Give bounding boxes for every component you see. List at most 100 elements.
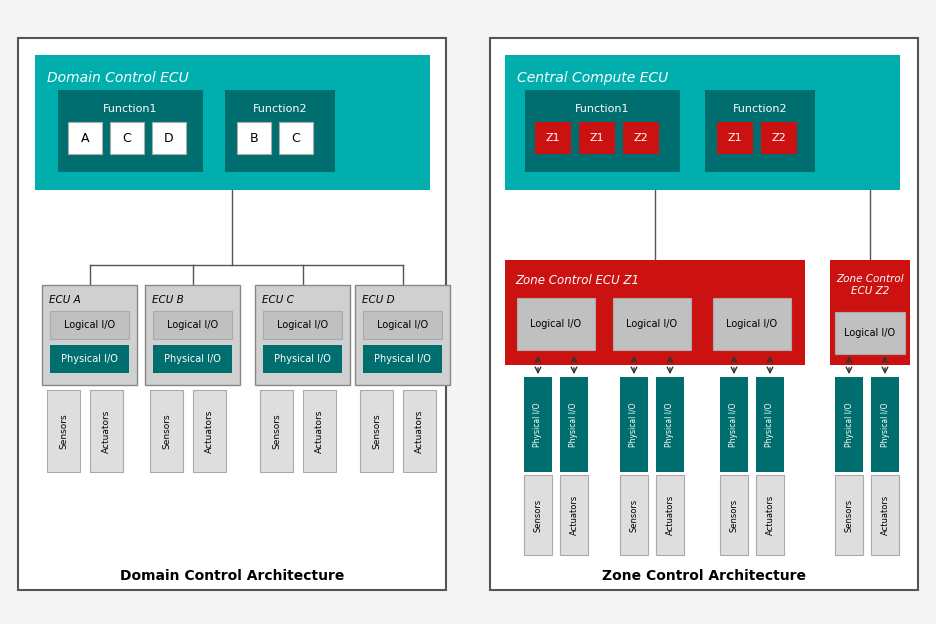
- Text: Sensors: Sensors: [372, 413, 381, 449]
- Text: Logical I/O: Logical I/O: [167, 320, 218, 330]
- Bar: [756, 377, 784, 472]
- Text: Central Compute ECU: Central Compute ECU: [517, 71, 668, 85]
- Text: Sensors: Sensors: [729, 499, 739, 532]
- Text: Physical I/O: Physical I/O: [569, 402, 578, 447]
- Bar: [620, 377, 648, 472]
- Bar: [620, 475, 648, 555]
- Bar: [720, 475, 748, 555]
- Bar: [18, 38, 446, 590]
- Bar: [830, 260, 910, 365]
- Bar: [237, 122, 271, 154]
- Bar: [355, 285, 450, 385]
- Text: Zone Control ECU Z1: Zone Control ECU Z1: [515, 274, 639, 287]
- Text: ECU D: ECU D: [362, 295, 395, 305]
- Bar: [505, 55, 900, 190]
- Bar: [50, 345, 129, 373]
- Bar: [835, 377, 863, 472]
- Text: Logical I/O: Logical I/O: [277, 320, 328, 330]
- Bar: [871, 475, 899, 555]
- Text: Actuators: Actuators: [569, 495, 578, 535]
- Bar: [279, 122, 313, 154]
- Bar: [225, 90, 335, 172]
- Text: Logical I/O: Logical I/O: [64, 320, 115, 330]
- Text: Function2: Function2: [253, 104, 307, 114]
- Text: Zone Control Architecture: Zone Control Architecture: [602, 569, 806, 583]
- Bar: [153, 311, 232, 339]
- Text: Sensors: Sensors: [844, 499, 854, 532]
- Text: Actuators: Actuators: [881, 495, 889, 535]
- Text: Physical I/O: Physical I/O: [61, 354, 118, 364]
- Bar: [68, 122, 102, 154]
- Text: Z2: Z2: [771, 133, 786, 143]
- Text: Z1: Z1: [727, 133, 742, 143]
- Bar: [525, 90, 680, 172]
- Text: Logical I/O: Logical I/O: [531, 319, 581, 329]
- Bar: [705, 90, 815, 172]
- Text: Sensors: Sensors: [272, 413, 281, 449]
- Text: Physical I/O: Physical I/O: [534, 402, 543, 447]
- Text: Physical I/O: Physical I/O: [274, 354, 331, 364]
- Text: Z2: Z2: [634, 133, 649, 143]
- Bar: [35, 55, 430, 190]
- Text: Domain Control ECU: Domain Control ECU: [47, 71, 189, 85]
- Text: Physical I/O: Physical I/O: [881, 402, 889, 447]
- Text: Domain Control Architecture: Domain Control Architecture: [120, 569, 344, 583]
- Bar: [58, 90, 203, 172]
- Bar: [193, 390, 226, 472]
- Bar: [403, 390, 436, 472]
- Bar: [761, 122, 797, 154]
- Bar: [560, 475, 588, 555]
- Bar: [490, 38, 918, 590]
- Bar: [363, 345, 442, 373]
- Text: C: C: [123, 132, 131, 145]
- Bar: [153, 345, 232, 373]
- Text: Physical I/O: Physical I/O: [729, 402, 739, 447]
- Bar: [360, 390, 393, 472]
- Bar: [90, 390, 123, 472]
- Text: Physical I/O: Physical I/O: [164, 354, 221, 364]
- Text: D: D: [164, 132, 174, 145]
- Text: Logical I/O: Logical I/O: [377, 320, 428, 330]
- Text: Actuators: Actuators: [315, 409, 324, 452]
- Bar: [260, 390, 293, 472]
- Text: Logical I/O: Logical I/O: [844, 328, 896, 338]
- Bar: [656, 475, 684, 555]
- Bar: [145, 285, 240, 385]
- Text: Z1: Z1: [546, 133, 561, 143]
- Text: Physical I/O: Physical I/O: [766, 402, 774, 447]
- Text: Sensors: Sensors: [534, 499, 543, 532]
- Bar: [524, 475, 552, 555]
- Text: Physical I/O: Physical I/O: [844, 402, 854, 447]
- Bar: [524, 377, 552, 472]
- Text: B: B: [250, 132, 258, 145]
- Bar: [656, 377, 684, 472]
- Text: Physical I/O: Physical I/O: [374, 354, 431, 364]
- Text: Actuators: Actuators: [205, 409, 214, 452]
- Text: Sensors: Sensors: [630, 499, 638, 532]
- Bar: [303, 390, 336, 472]
- Text: Actuators: Actuators: [415, 409, 424, 452]
- Text: Physical I/O: Physical I/O: [665, 402, 675, 447]
- Text: Actuators: Actuators: [766, 495, 774, 535]
- Bar: [505, 260, 805, 365]
- Text: Sensors: Sensors: [162, 413, 171, 449]
- Bar: [720, 377, 748, 472]
- Text: Function2: Function2: [733, 104, 787, 114]
- Bar: [47, 390, 80, 472]
- Bar: [110, 122, 144, 154]
- Bar: [363, 311, 442, 339]
- Bar: [835, 312, 905, 354]
- Bar: [535, 122, 571, 154]
- Bar: [150, 390, 183, 472]
- Bar: [871, 377, 899, 472]
- Text: ECU C: ECU C: [262, 295, 294, 305]
- Bar: [835, 475, 863, 555]
- Bar: [613, 298, 691, 350]
- Text: A: A: [80, 132, 89, 145]
- Bar: [713, 298, 791, 350]
- Text: Function1: Function1: [103, 104, 158, 114]
- Text: C: C: [292, 132, 300, 145]
- Bar: [579, 122, 615, 154]
- Text: Zone Control
ECU Z2: Zone Control ECU Z2: [836, 274, 904, 296]
- Text: ECU B: ECU B: [152, 295, 183, 305]
